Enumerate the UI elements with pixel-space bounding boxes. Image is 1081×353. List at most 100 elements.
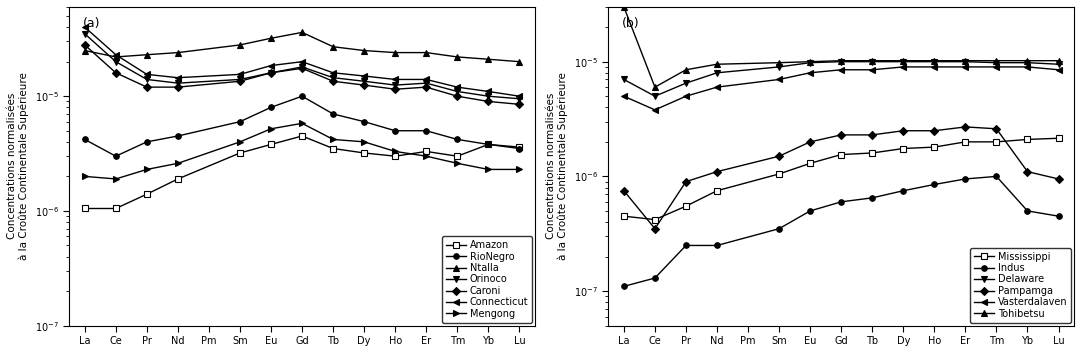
Ntalla	[451, 55, 464, 59]
Line: RioNegro: RioNegro	[82, 94, 522, 159]
Delaware	[617, 77, 630, 82]
Ntalla	[295, 30, 308, 35]
Caroni	[141, 85, 154, 89]
RioNegro	[451, 137, 464, 142]
Connecticut	[78, 25, 91, 29]
Delaware	[710, 71, 723, 75]
Amazon	[451, 154, 464, 158]
RioNegro	[295, 94, 308, 98]
Tohibetsu	[1052, 59, 1065, 63]
Mississippi	[927, 145, 940, 149]
Mississippi	[710, 189, 723, 193]
Vasterdalaven	[959, 65, 972, 69]
Ntalla	[109, 55, 122, 59]
Pampamga	[649, 227, 662, 231]
Tohibetsu	[649, 85, 662, 89]
Line: Mengong: Mengong	[82, 121, 522, 182]
Vasterdalaven	[1052, 68, 1065, 72]
Mengong	[141, 167, 154, 172]
Amazon	[419, 149, 432, 154]
Delaware	[1020, 61, 1033, 65]
Mississippi	[803, 161, 816, 166]
Amazon	[265, 142, 278, 146]
Amazon	[109, 207, 122, 211]
RioNegro	[141, 140, 154, 144]
Caroni	[482, 99, 495, 103]
RioNegro	[419, 128, 432, 133]
Line: Tohibetsu: Tohibetsu	[622, 4, 1062, 90]
RioNegro	[233, 120, 246, 124]
Tohibetsu	[866, 59, 879, 63]
Amazon	[326, 146, 339, 151]
Orinoco	[358, 79, 371, 83]
Vasterdalaven	[897, 65, 910, 69]
Delaware	[927, 60, 940, 64]
Pampamga	[617, 189, 630, 193]
Line: Caroni: Caroni	[82, 42, 522, 107]
Tohibetsu	[617, 5, 630, 9]
Vasterdalaven	[1020, 65, 1033, 69]
Delaware	[959, 60, 972, 64]
Pampamga	[897, 128, 910, 133]
Pampamga	[710, 169, 723, 174]
Tohibetsu	[773, 61, 786, 65]
Vasterdalaven	[680, 94, 693, 98]
Pampamga	[803, 140, 816, 144]
Line: Amazon: Amazon	[82, 133, 522, 211]
Connecticut	[265, 64, 278, 68]
Tohibetsu	[835, 59, 848, 63]
Tohibetsu	[990, 59, 1003, 63]
Mississippi	[680, 204, 693, 208]
Vasterdalaven	[803, 71, 816, 75]
Orinoco	[389, 83, 402, 87]
Delaware	[649, 94, 662, 98]
Mengong	[513, 167, 526, 172]
Delaware	[773, 65, 786, 69]
Connecticut	[326, 71, 339, 75]
Delaware	[680, 81, 693, 85]
Mengong	[482, 167, 495, 172]
Delaware	[835, 60, 848, 64]
Connecticut	[482, 89, 495, 94]
Delaware	[897, 60, 910, 64]
Mengong	[326, 137, 339, 142]
Line: Vasterdalaven: Vasterdalaven	[622, 64, 1062, 113]
Connecticut	[172, 76, 185, 80]
Vasterdalaven	[866, 68, 879, 72]
Ntalla	[513, 60, 526, 64]
Mengong	[358, 140, 371, 144]
Orinoco	[141, 77, 154, 82]
RioNegro	[109, 154, 122, 158]
Tohibetsu	[897, 59, 910, 63]
Indus	[680, 243, 693, 247]
Connecticut	[358, 74, 371, 78]
Delaware	[990, 61, 1003, 65]
Indus	[990, 174, 1003, 179]
Mississippi	[1020, 137, 1033, 142]
Orinoco	[172, 81, 185, 85]
Ntalla	[78, 48, 91, 53]
Caroni	[295, 66, 308, 71]
Line: Mississippi: Mississippi	[622, 136, 1062, 222]
Connecticut	[389, 77, 402, 82]
Tohibetsu	[1020, 59, 1033, 63]
Delaware	[866, 60, 879, 64]
Indus	[1020, 209, 1033, 213]
Indus	[897, 189, 910, 193]
Indus	[835, 200, 848, 204]
Mengong	[265, 127, 278, 131]
Caroni	[78, 43, 91, 47]
Pampamga	[990, 127, 1003, 131]
Mississippi	[835, 152, 848, 157]
Ntalla	[389, 50, 402, 55]
Delaware	[803, 61, 816, 65]
Vasterdalaven	[773, 77, 786, 82]
Pampamga	[866, 133, 879, 137]
Pampamga	[1020, 169, 1033, 174]
Orinoco	[451, 89, 464, 94]
Mississippi	[773, 172, 786, 176]
Ntalla	[233, 43, 246, 47]
Indus	[803, 209, 816, 213]
RioNegro	[513, 146, 526, 151]
Vasterdalaven	[649, 108, 662, 112]
